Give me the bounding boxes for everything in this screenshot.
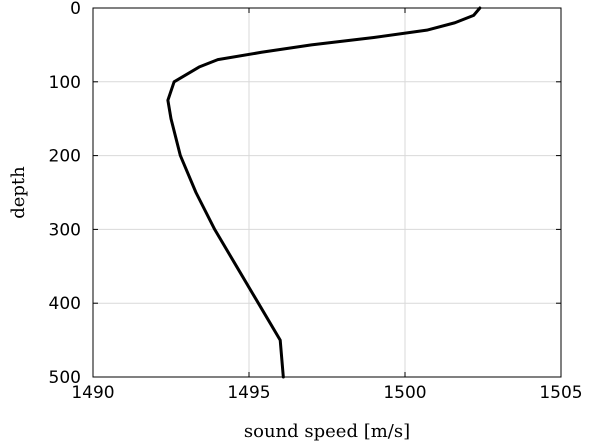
y-tick-label: 500 — [49, 368, 81, 388]
tick-labels: 1490 1495 1500 1505 0 100 200 300 400 500 — [49, 0, 583, 403]
series — [166, 6, 482, 379]
ticks — [92, 7, 562, 378]
x-axis-label: sound speed [m/s] — [244, 421, 410, 442]
grid — [92, 7, 562, 378]
x-tick-label: 1495 — [227, 383, 270, 403]
y-tick-label: 400 — [49, 294, 81, 314]
plot-frame — [92, 7, 562, 378]
x-tick-label: 1505 — [539, 383, 582, 403]
y-tick-label: 100 — [49, 73, 81, 93]
y-tick-label: 300 — [49, 220, 81, 240]
x-tick-label: 1500 — [383, 383, 426, 403]
y-tick-label: 0 — [70, 0, 81, 19]
series-line — [166, 6, 482, 379]
y-axis-label: depth — [8, 166, 29, 219]
y-tick-label: 200 — [49, 147, 81, 167]
x-tick-label: 1490 — [71, 383, 114, 403]
